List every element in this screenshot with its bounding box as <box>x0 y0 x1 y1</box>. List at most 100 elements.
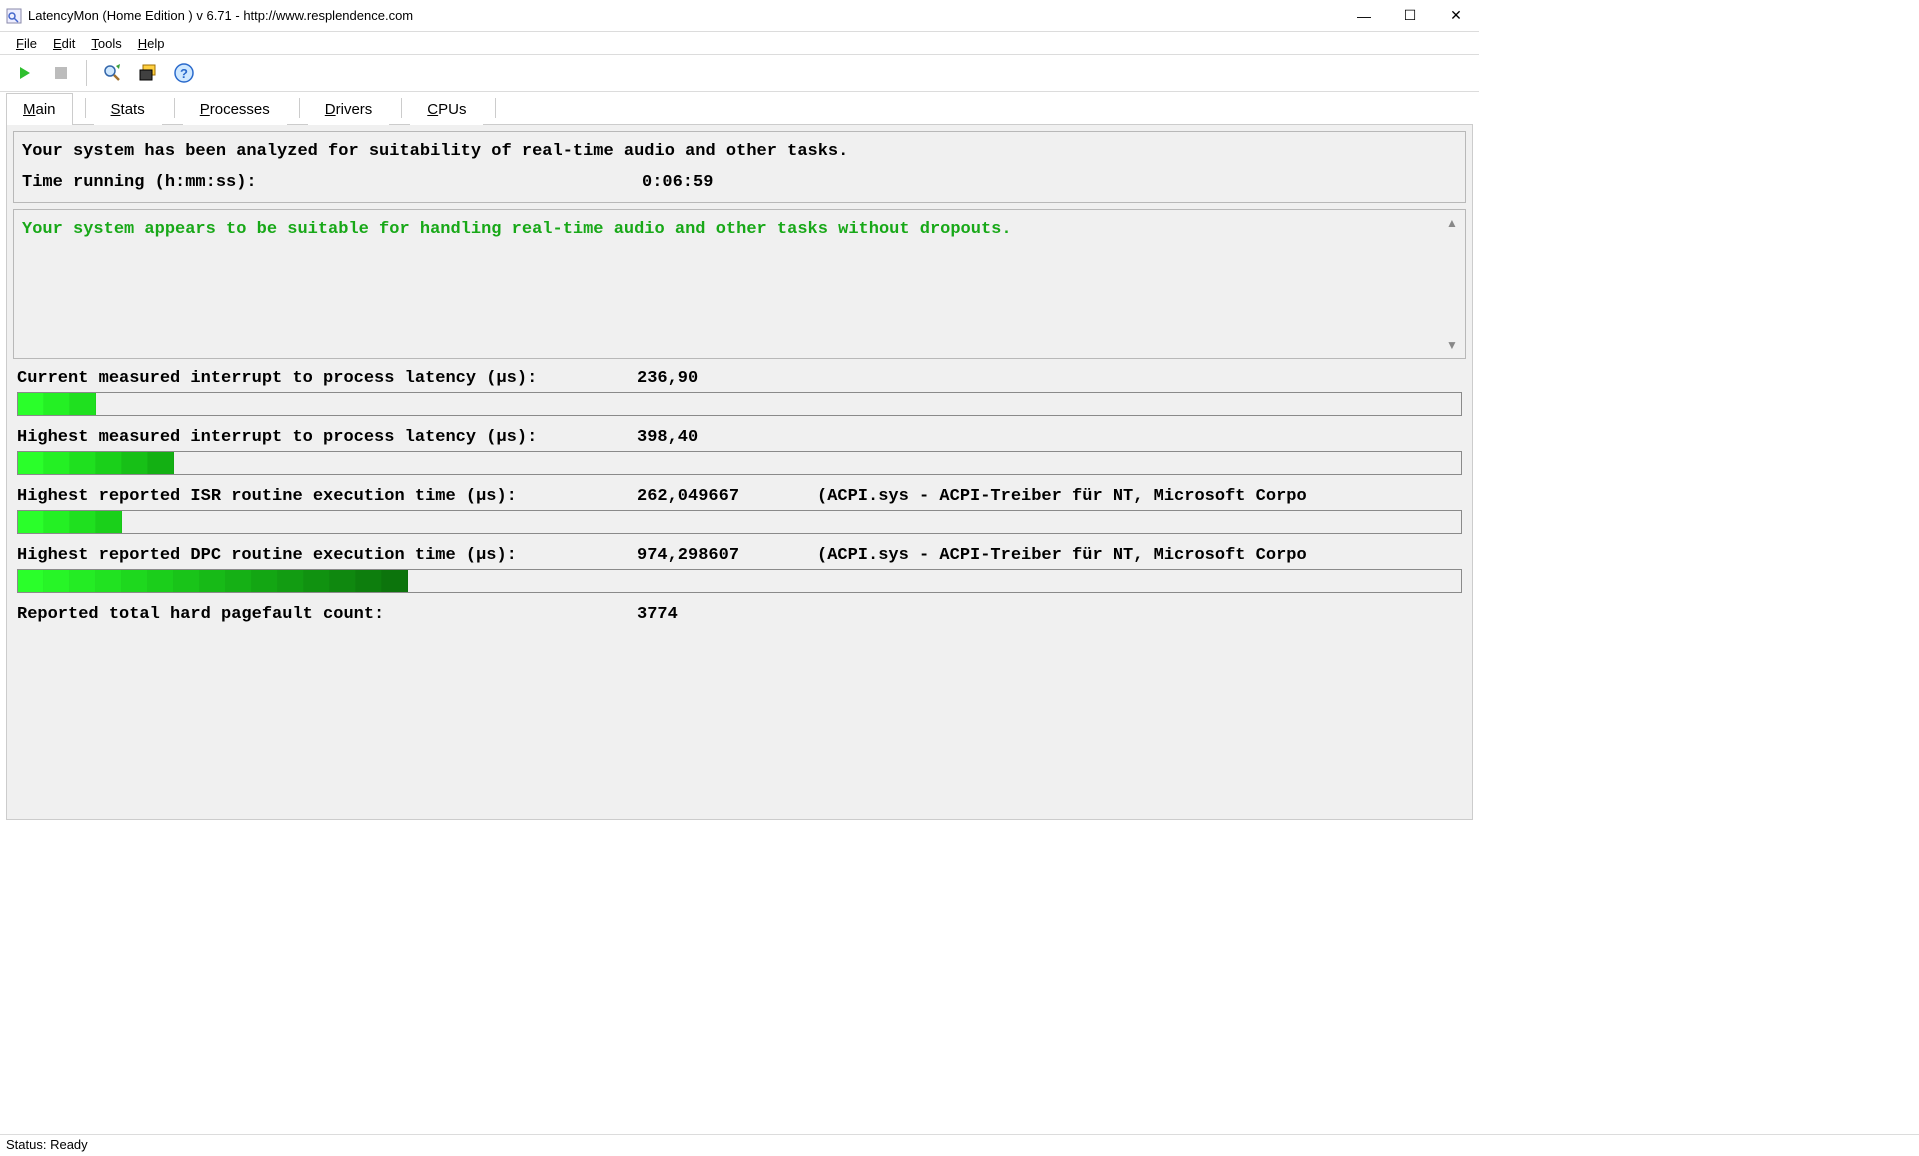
bar-segment <box>304 570 330 592</box>
minimize-button[interactable]: — <box>1341 0 1387 31</box>
magnifier-icon <box>102 63 122 83</box>
metric-extra: (ACPI.sys - ACPI-Treiber für NT, Microso… <box>817 487 1462 506</box>
tab-separator <box>174 98 175 118</box>
bar-segment <box>330 570 356 592</box>
tab-main[interactable]: Main <box>6 93 73 125</box>
statusbar: Status: Ready <box>0 1134 1919 1156</box>
menu-file-rest: ile <box>24 36 37 51</box>
window-controls: — ☐ ✕ <box>1341 0 1479 31</box>
metric-label: Highest measured interrupt to process la… <box>17 428 637 447</box>
bar-segment <box>122 452 148 474</box>
metric-bar <box>17 510 1462 534</box>
metric-row: Current measured interrupt to process la… <box>13 365 1466 390</box>
stop-icon <box>54 66 68 80</box>
metric-label: Highest reported DPC routine execution t… <box>17 546 637 565</box>
bar-segment <box>122 570 148 592</box>
bar-segment <box>252 570 278 592</box>
bar-segment <box>278 570 304 592</box>
play-icon <box>17 65 33 81</box>
bar-segment <box>148 570 174 592</box>
close-button[interactable]: ✕ <box>1433 0 1479 31</box>
metric-bar <box>17 451 1462 475</box>
summary-line: Your system has been analyzed for suitab… <box>22 142 1457 161</box>
bar-segment <box>200 570 226 592</box>
menu-file[interactable]: File <box>10 35 43 52</box>
metric-value: 262,049667 <box>637 487 817 506</box>
metric-label: Current measured interrupt to process la… <box>17 369 637 388</box>
inspect-button[interactable] <box>97 58 127 88</box>
bar-segment <box>18 393 44 415</box>
scroll-down-icon[interactable]: ▼ <box>1443 336 1461 354</box>
verdict-panel: Your system appears to be suitable for h… <box>13 209 1466 359</box>
bar-segment <box>96 452 122 474</box>
menubar: File Edit Tools Help <box>0 32 1479 54</box>
menu-help[interactable]: Help <box>132 35 171 52</box>
metric-value: 236,90 <box>637 369 817 388</box>
toolbar: ? <box>0 54 1479 92</box>
bar-segment <box>44 452 70 474</box>
main-content: Your system has been analyzed for suitab… <box>6 124 1473 820</box>
tab-separator <box>401 98 402 118</box>
tab-separator <box>85 98 86 118</box>
minimize-icon: — <box>1357 8 1371 24</box>
metric-extra <box>817 428 1462 447</box>
metric-row: Highest reported DPC routine execution t… <box>13 542 1466 567</box>
metric-bar <box>17 569 1462 593</box>
metric-bar <box>17 392 1462 416</box>
verdict-text: Your system appears to be suitable for h… <box>22 220 1457 239</box>
menu-edit[interactable]: Edit <box>47 35 81 52</box>
metric-value: 398,40 <box>637 428 817 447</box>
tabbar: Main Stats Processes Drivers CPUs <box>0 92 1479 124</box>
menu-tools[interactable]: Tools <box>85 35 127 52</box>
bar-segment <box>44 570 70 592</box>
bar-segment <box>96 570 122 592</box>
svg-text:?: ? <box>180 66 188 81</box>
bar-segment <box>70 393 96 415</box>
help-button[interactable]: ? <box>169 58 199 88</box>
question-circle-icon: ? <box>174 63 194 83</box>
window-title: LatencyMon (Home Edition ) v 6.71 - http… <box>28 8 1341 23</box>
metric-label: Highest reported ISR routine execution t… <box>17 487 637 506</box>
windows-button[interactable] <box>133 58 163 88</box>
bar-segment <box>382 570 408 592</box>
bar-segment <box>356 570 382 592</box>
tab-separator <box>495 98 496 118</box>
metric-row: Reported total hard pagefault count:3774 <box>13 601 1466 626</box>
metric-row: Highest measured interrupt to process la… <box>13 424 1466 449</box>
summary-panel: Your system has been analyzed for suitab… <box>13 131 1466 203</box>
metric-row: Highest reported ISR routine execution t… <box>13 483 1466 508</box>
metric-extra: (ACPI.sys - ACPI-Treiber für NT, Microso… <box>817 546 1462 565</box>
metric-label: Reported total hard pagefault count: <box>17 605 637 624</box>
bar-segment <box>44 511 70 533</box>
bar-segment <box>18 570 44 592</box>
metric-value: 3774 <box>637 605 817 624</box>
stop-button[interactable] <box>46 58 76 88</box>
bar-segment <box>174 570 200 592</box>
bar-segment <box>70 511 96 533</box>
play-button[interactable] <box>10 58 40 88</box>
bar-segment <box>70 570 96 592</box>
tab-stats[interactable]: Stats <box>94 93 162 125</box>
bar-segment <box>18 511 44 533</box>
time-running-value: 0:06:59 <box>642 173 713 192</box>
tab-drivers[interactable]: Drivers <box>308 93 390 125</box>
metric-value: 974,298607 <box>637 546 817 565</box>
menu-edit-rest: dit <box>62 36 76 51</box>
bar-segment <box>18 452 44 474</box>
close-icon: ✕ <box>1450 7 1462 24</box>
overlap-windows-icon <box>138 63 158 83</box>
metric-extra <box>817 369 1462 388</box>
time-running-label: Time running (h:mm:ss): <box>22 173 642 192</box>
tab-processes[interactable]: Processes <box>183 93 287 125</box>
maximize-button[interactable]: ☐ <box>1387 0 1433 31</box>
time-running-row: Time running (h:mm:ss): 0:06:59 <box>22 173 1457 192</box>
maximize-icon: ☐ <box>1404 7 1417 24</box>
metric-extra <box>817 605 1462 624</box>
metrics-section: Current measured interrupt to process la… <box>13 365 1466 626</box>
bar-segment <box>70 452 96 474</box>
bar-segment <box>148 452 174 474</box>
menu-tools-rest: ools <box>98 36 122 51</box>
tab-cpus[interactable]: CPUs <box>410 93 483 125</box>
tab-separator <box>299 98 300 118</box>
scroll-up-icon[interactable]: ▲ <box>1443 214 1461 232</box>
